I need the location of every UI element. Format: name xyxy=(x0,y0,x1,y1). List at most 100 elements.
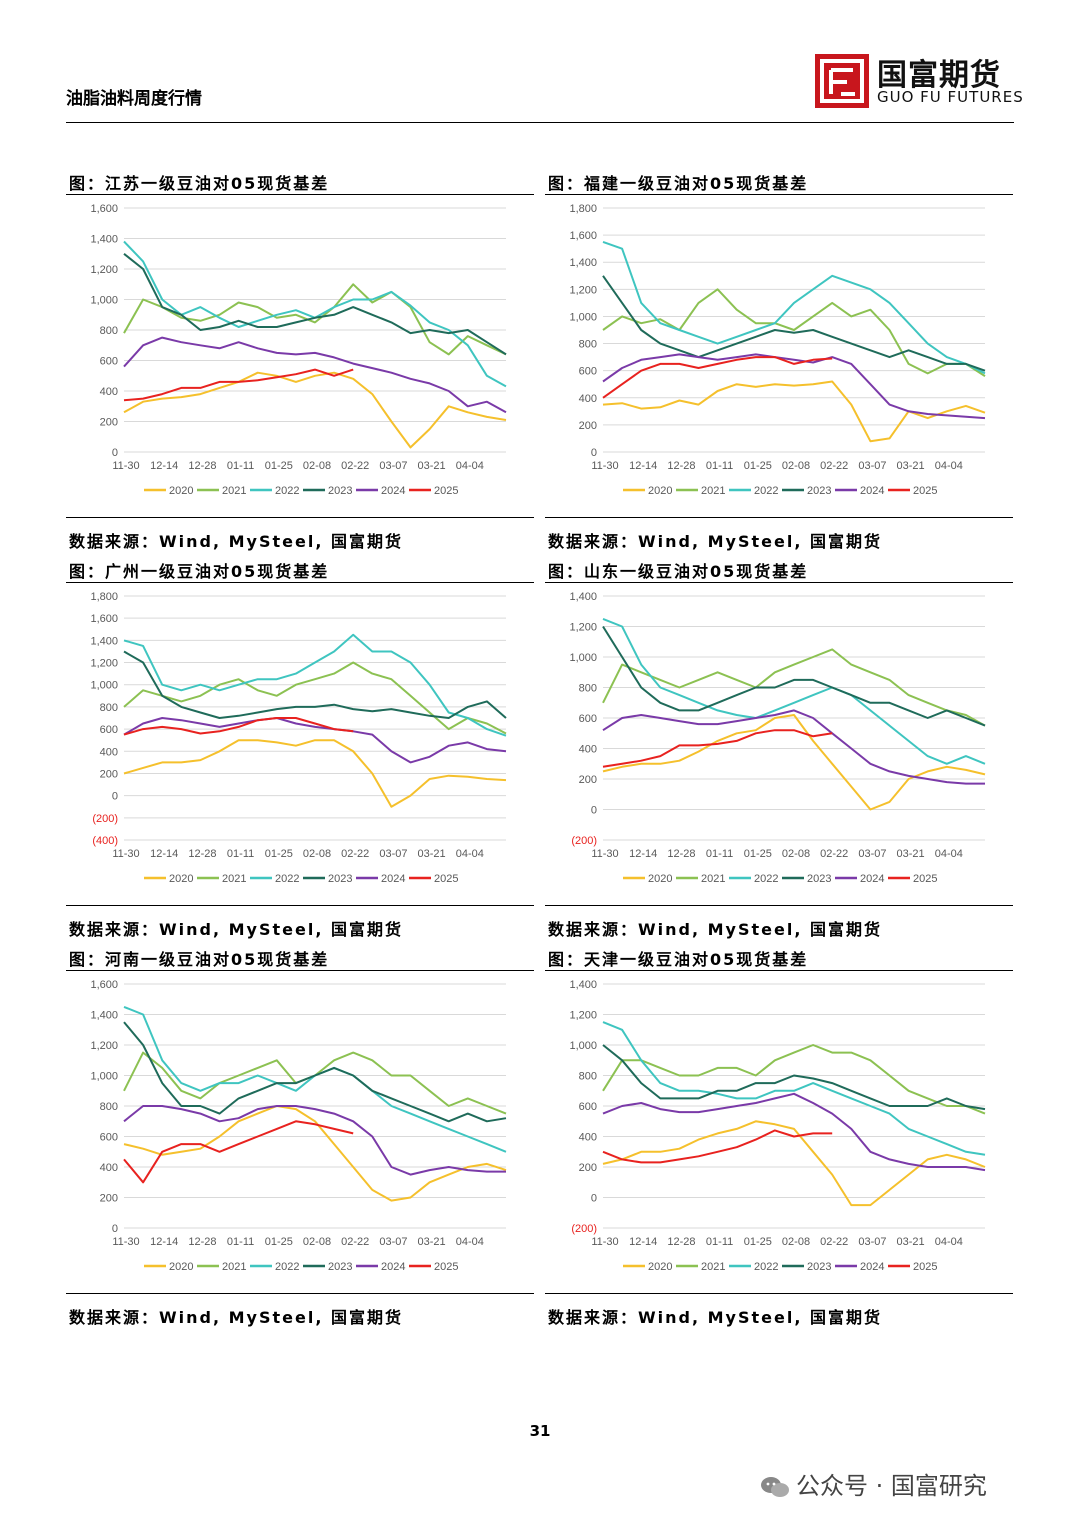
legend-label: 2023 xyxy=(807,873,831,885)
y-tick-label: 600 xyxy=(579,713,597,725)
x-tick-label: 11-30 xyxy=(591,1236,618,1248)
legend-label: 2022 xyxy=(275,485,299,497)
x-tick-label: 11-30 xyxy=(112,848,139,860)
series-line-2023 xyxy=(123,253,507,356)
data-source: 数据来源：Wind, MySteel, 国富期货 xyxy=(69,920,403,939)
y-tick-label: 1,200 xyxy=(569,284,597,296)
legend-label: 2025 xyxy=(913,485,937,497)
x-tick-label: 03-07 xyxy=(858,848,886,860)
y-tick-label: 200 xyxy=(100,1193,118,1205)
series-line-2022 xyxy=(602,1021,986,1156)
chart-panel-jiangsu: 图：江苏一级豆油对05现货基差 1,600 1,400 1,200 1,000 800 6… xyxy=(66,172,534,552)
series-line-2022 xyxy=(123,1005,507,1153)
legend-label: 2023 xyxy=(807,485,831,497)
legend-label: 2022 xyxy=(275,873,299,885)
series-line-2025 xyxy=(602,729,833,768)
legend-label: 2025 xyxy=(913,873,937,885)
chart-panel-guangzhou: 图：广州一级豆油对05现货基差 1,800 1,600 1,400 1,200 1,00… xyxy=(66,560,534,940)
series-line-2024 xyxy=(602,709,985,785)
series-line-2024 xyxy=(123,717,507,764)
y-tick-label: (200) xyxy=(92,813,118,825)
series-line-2025 xyxy=(123,1120,354,1184)
series-line-2020 xyxy=(123,371,507,449)
report-title: 油脂油料周度行情 xyxy=(66,89,202,109)
x-tick-label: 01-11 xyxy=(706,848,733,860)
x-tick-label: 02-08 xyxy=(303,848,331,860)
y-tick-label: 400 xyxy=(579,744,597,756)
source-divider xyxy=(66,905,534,906)
series-line-2024 xyxy=(602,353,986,420)
logo-mark-icon xyxy=(815,54,869,108)
x-tick-label: 04-04 xyxy=(456,848,484,860)
y-tick-label: 0 xyxy=(112,1223,118,1235)
y-tick-label: 1,000 xyxy=(569,652,597,664)
x-tick-label: 03-07 xyxy=(858,460,886,472)
x-tick-label: 12-14 xyxy=(150,460,178,472)
series-line-2020 xyxy=(602,380,986,443)
y-tick-label: 400 xyxy=(100,1162,118,1174)
legend-label: 2022 xyxy=(754,873,778,885)
series-line-2023 xyxy=(602,275,986,372)
line-chart-fujian: 1,800 1,600 1,400 1,200 1,000 800 600 400 200 011… xyxy=(569,203,986,497)
x-tick-label: 12-28 xyxy=(667,460,695,472)
series-line-2025 xyxy=(602,1129,833,1164)
y-tick-label: 800 xyxy=(100,1101,118,1113)
y-tick-label: 1,200 xyxy=(569,622,597,634)
x-tick-label: 02-22 xyxy=(341,1236,369,1248)
chart-title: 图：广州一级豆油对05现货基差 xyxy=(69,562,330,581)
logo-name: 国富期货 xyxy=(877,58,1001,93)
y-tick-label: 1,000 xyxy=(569,311,597,323)
x-tick-label: 02-22 xyxy=(820,1236,848,1248)
x-tick-label: 12-28 xyxy=(667,848,695,860)
source-divider xyxy=(66,1293,534,1294)
legend-label: 2024 xyxy=(381,485,405,497)
y-tick-label: 1,400 xyxy=(569,591,597,603)
y-tick-label: 1,400 xyxy=(90,635,118,647)
x-tick-label: 12-14 xyxy=(150,848,178,860)
series-line-2022 xyxy=(602,617,986,765)
legend-label: 2022 xyxy=(275,1261,299,1273)
chart-title: 图：福建一级豆油对05现货基差 xyxy=(548,174,809,193)
legend-label: 2024 xyxy=(381,873,405,885)
y-tick-label: 0 xyxy=(112,447,118,459)
x-tick-label: 03-21 xyxy=(897,460,925,472)
x-tick-label: 03-07 xyxy=(379,460,407,472)
y-tick-label: 200 xyxy=(579,420,597,432)
series-line-2022 xyxy=(602,240,986,375)
y-tick-label: 0 xyxy=(591,805,597,817)
y-tick-label: 0 xyxy=(591,1193,597,1205)
chart-title: 图：江苏一级豆油对05现货基差 xyxy=(69,174,330,193)
legend-label: 2024 xyxy=(860,485,884,497)
data-source: 数据来源：Wind, MySteel, 国富期货 xyxy=(69,1308,403,1327)
legend-label: 2021 xyxy=(222,873,246,885)
x-tick-label: 01-11 xyxy=(227,460,254,472)
line-chart-guangzhou: 1,800 1,600 1,400 1,200 1,000 800 600 400 200 0 (2… xyxy=(90,591,507,885)
chart-panel-henan: 图：河南一级豆油对05现货基差 1,600 1,400 1,200 1,000 800 6… xyxy=(66,948,534,1328)
series-line-2022 xyxy=(123,633,507,737)
series-line-2021 xyxy=(123,661,507,735)
y-tick-label: 1,200 xyxy=(90,264,118,276)
legend-label: 2023 xyxy=(328,1261,352,1273)
x-tick-label: 01-25 xyxy=(265,848,293,860)
data-source: 数据来源：Wind, MySteel, 国富期货 xyxy=(69,532,403,551)
series-line-2021 xyxy=(602,1044,986,1115)
y-tick-label: 1,600 xyxy=(90,979,118,991)
chart-title: 图：河南一级豆油对05现货基差 xyxy=(69,950,330,969)
x-tick-label: 12-28 xyxy=(188,1236,216,1248)
y-tick-label: 800 xyxy=(579,1071,597,1083)
x-tick-label: 03-21 xyxy=(418,460,446,472)
y-tick-label: 1,000 xyxy=(90,680,118,692)
series-line-2020 xyxy=(602,714,986,811)
chart-panel-tianjin: 图：天津一级豆油对05现货基差 1,400 1,200 1,000 800 600 400… xyxy=(545,948,1013,1328)
page-number: 31 xyxy=(529,1422,551,1440)
x-tick-label: 12-28 xyxy=(188,460,216,472)
x-tick-label: 03-21 xyxy=(418,848,446,860)
x-tick-label: 02-08 xyxy=(782,1236,810,1248)
y-tick-label: (200) xyxy=(571,1223,597,1235)
title-divider xyxy=(545,194,1013,195)
legend-label: 2021 xyxy=(222,485,246,497)
series-line-2020 xyxy=(123,1105,507,1202)
y-tick-label: 400 xyxy=(100,746,118,758)
y-tick-label: 1,600 xyxy=(90,203,118,215)
y-tick-label: 600 xyxy=(100,1132,118,1144)
